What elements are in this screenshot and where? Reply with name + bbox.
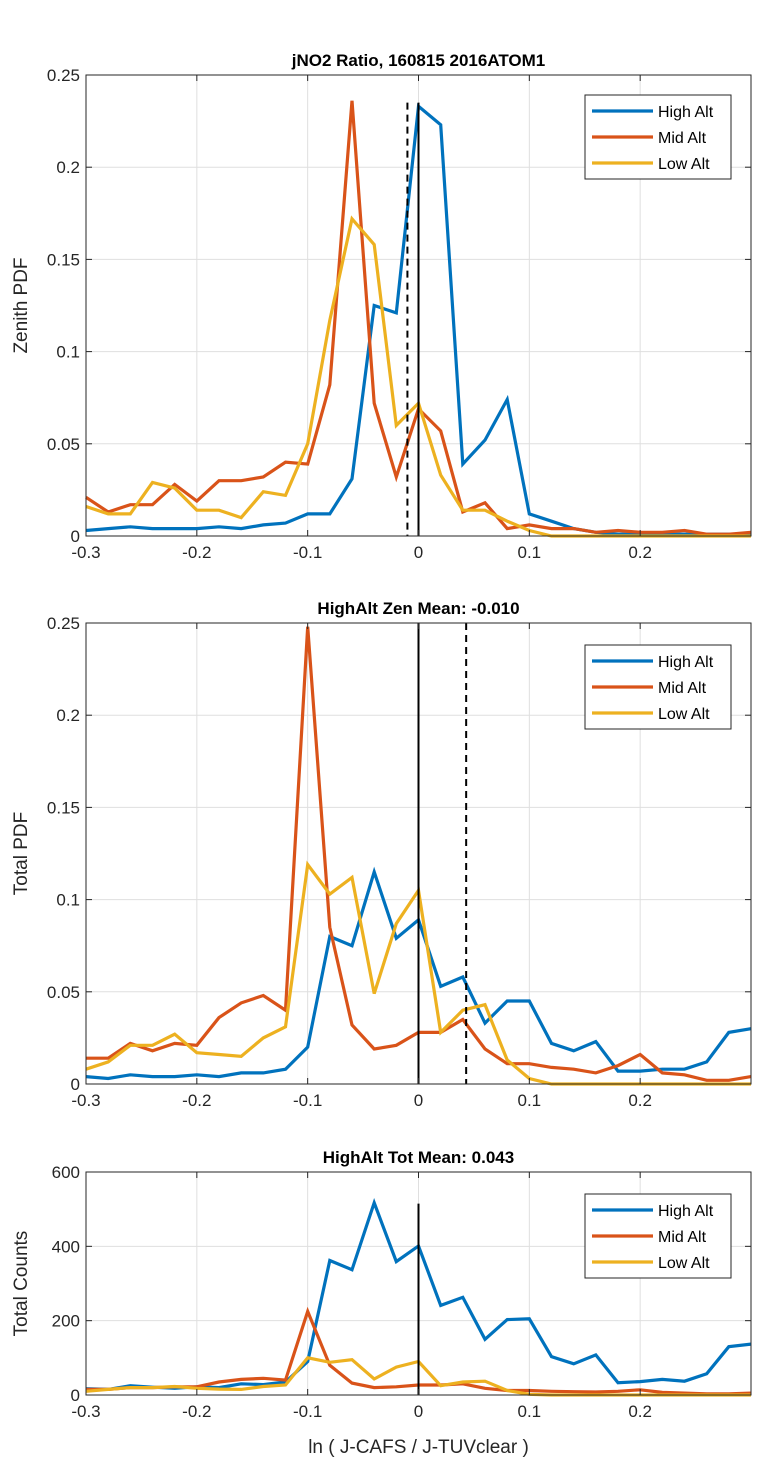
x-tick-label: -0.1 (293, 1402, 322, 1421)
legend: High Alt Mid Alt Low Alt (584, 94, 732, 180)
x-tick-label: 0.2 (628, 1091, 652, 1110)
legend-label: Mid Alt (658, 680, 707, 697)
x-tick-label: 0.1 (518, 1091, 542, 1110)
y-tick-label: 400 (52, 1237, 80, 1256)
y-tick-label: 0.25 (47, 614, 80, 633)
y-axis-label: Zenith PDF (11, 257, 32, 353)
x-tick-label: -0.3 (71, 1091, 100, 1110)
chart-panel-2: -0.3 -0.2 -0.1 0 0.1 0.2 0 0.05 0.1 0.15 0.2 0.25 Hi… (11, 599, 752, 1110)
y-tick-label: 0 (71, 1075, 80, 1094)
y-tick-label: 0.1 (56, 891, 80, 910)
chart-title: HighAlt Zen Mean: -0.010 (317, 599, 519, 618)
x-tick-label: 0.2 (628, 1402, 652, 1421)
legend-label: Low Alt (658, 1255, 710, 1272)
legend-label: Mid Alt (658, 130, 707, 147)
chart-title: jNO2 Ratio, 160815 2016ATOM1 (291, 51, 546, 70)
x-tick-label: 0.1 (518, 543, 542, 562)
x-tick-label: 0 (414, 1091, 423, 1110)
y-tick-label: 0.1 (56, 343, 80, 362)
chart-title: HighAlt Tot Mean: 0.043 (323, 1148, 514, 1167)
y-tick-label: 0.15 (47, 250, 80, 269)
x-tick-label: 0.1 (518, 1402, 542, 1421)
y-tick-label: 0 (71, 527, 80, 546)
legend: High Alt Mid Alt Low Alt (584, 1193, 732, 1279)
x-tick-label: -0.1 (293, 543, 322, 562)
y-tick-label: 600 (52, 1163, 80, 1182)
chart-panel-1: -0.3 -0.2 -0.1 0 0.1 0.2 0 0.05 0.1 0.15 0.2 0.25 jN… (11, 51, 752, 562)
x-tick-label: -0.2 (182, 543, 211, 562)
y-tick-label: 0.25 (47, 66, 80, 85)
x-tick-label: 0 (414, 543, 423, 562)
legend: High Alt Mid Alt Low Alt (584, 644, 732, 730)
x-tick-label: -0.2 (182, 1091, 211, 1110)
x-axis-label: ln ( J-CAFS / J-TUVclear ) (308, 1437, 529, 1458)
legend-label: Low Alt (658, 156, 710, 173)
y-tick-label: 0.05 (47, 983, 80, 1002)
legend-label: Low Alt (658, 706, 710, 723)
x-tick-label: 0.2 (628, 543, 652, 562)
y-tick-label: 0.15 (47, 798, 80, 817)
y-tick-label: 0 (71, 1386, 80, 1405)
x-tick-label: -0.1 (293, 1091, 322, 1110)
x-tick-label: -0.3 (71, 543, 100, 562)
x-tick-label: -0.3 (71, 1402, 100, 1421)
x-tick-label: 0 (414, 1402, 423, 1421)
legend-label: High Alt (658, 104, 714, 121)
y-tick-label: 0.05 (47, 435, 80, 454)
y-axis-label: Total PDF (11, 812, 32, 895)
y-tick-label: 0.2 (56, 706, 80, 725)
legend-label: High Alt (658, 1203, 714, 1220)
y-tick-label: 0.2 (56, 158, 80, 177)
x-tick-label: -0.2 (182, 1402, 211, 1421)
y-axis-label: Total Counts (11, 1231, 32, 1337)
y-tick-label: 200 (52, 1312, 80, 1331)
chart-panel-3: -0.3 -0.2 -0.1 0 0.1 0.2 0 200 400 600 HighAlt Tot… (11, 1148, 752, 1458)
legend-label: Mid Alt (658, 1229, 707, 1246)
legend-label: High Alt (658, 654, 714, 671)
